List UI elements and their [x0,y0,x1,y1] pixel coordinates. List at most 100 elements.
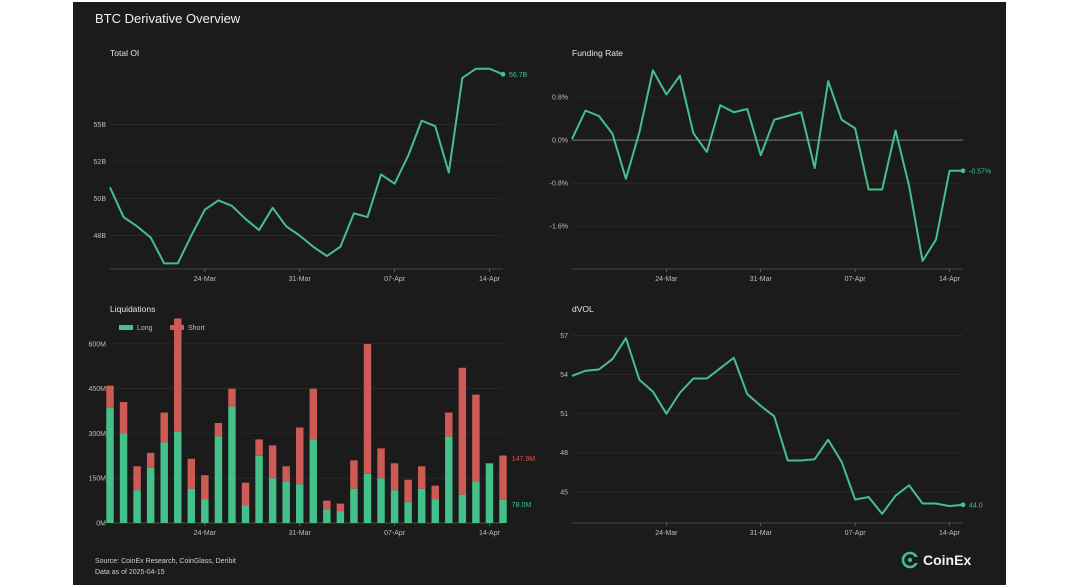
bar-long [309,439,318,523]
y-tick-label: 300M [88,431,106,438]
bar-short [282,466,290,482]
bar-long [499,499,507,523]
y-tick-label: 600M [88,341,106,348]
end-point [500,71,506,77]
bar-short [431,485,439,500]
charts-canvas: Total OI 48B 50B 52B 55B 24-Mar 31-Mar 07-Apr 14… [88,48,991,537]
coinex-logo-icon [901,551,919,569]
bar-short [133,466,141,491]
y-tick-label: 0.8% [552,95,568,102]
coinex-logo: CoinEx [901,551,971,569]
y-tick-label: 450M [88,386,106,393]
bar-short [214,422,223,437]
bar-long [160,442,168,523]
bar-long [377,478,385,523]
x-tick-label: 07-Apr [384,530,406,537]
legend-swatch-short [170,325,184,330]
bar-short [309,388,318,440]
bar-long [431,499,439,523]
bar-short [417,466,426,489]
bar-long [445,436,453,523]
chart-liquidations: Liquidations 0M 150M 300M 450M 600M 24-Mar 31-M… [88,304,535,537]
footer-date: Data as of 2025-04-15 [95,569,165,576]
y-tick-label: 54 [560,372,568,379]
end-value-label: 44.0 [969,502,983,509]
bar-short [499,455,507,500]
bar-long [241,505,250,523]
x-tick-label: 31-Mar [750,276,773,283]
bar-long [417,488,426,523]
bar-long [282,481,290,523]
x-tick-label: 14-Apr [939,530,961,537]
x-tick-label: 24-Mar [655,276,678,283]
bar-long [214,436,223,523]
bar-long [174,431,182,523]
bar-short [228,388,236,407]
x-tick-label: 07-Apr [384,276,406,283]
bar-short [323,500,331,510]
bar-short [404,479,412,503]
y-tick-label: 0.0% [552,138,568,145]
bar-long [187,488,196,523]
chart-title: Total OI [110,48,139,58]
bar-short [445,412,453,437]
bar-long [146,467,155,523]
chart-dvol: dVOL 45 48 51 54 57 24-Mar 31-Mar 07-Apr 14-Apr 44… [560,304,983,537]
bar-short [119,402,128,434]
bar-short [377,448,385,479]
x-tick-label: 07-Apr [845,276,867,283]
bar-long [390,490,399,523]
chart-title: dVOL [572,304,594,314]
bar-short [255,439,263,456]
x-tick-label: 31-Mar [289,276,312,283]
bar-long [119,433,128,523]
bar-long [363,473,372,523]
bar-short [336,503,345,512]
series-line [109,67,504,265]
x-tick-label: 24-Mar [194,530,217,537]
bar-short [201,475,209,500]
bar-long [268,478,277,523]
bar-long [404,502,412,523]
bar-long [458,494,467,523]
bar-short [187,458,196,489]
end-point [960,168,966,174]
bar-long [472,481,480,523]
bar-long [255,455,263,523]
end-value-label-short: 147.9M [512,456,536,463]
page-title: BTC Derivative Overview [95,11,241,26]
bar-short [241,482,250,506]
legend-swatch-long [119,325,133,330]
legend: Long Short [119,325,205,332]
coinex-logo-text: CoinEx [923,552,972,568]
y-tick-label: 50B [94,196,107,203]
bar-short [458,367,467,495]
x-tick-label: 31-Mar [750,530,773,537]
series-line [571,69,963,262]
bar-long [201,499,209,523]
bar-short [350,460,358,489]
chart-funding-rate: Funding Rate -1.6% -0.8% 0.0% 0.8% 24-Mar 31-M… [550,48,991,283]
bar-long [228,406,236,523]
y-tick-label: -1.6% [550,224,568,231]
bar-long [485,463,494,523]
x-tick-label: 07-Apr [845,530,867,537]
bar-short [146,452,155,468]
bar-short [295,427,304,485]
bar-short [390,463,399,491]
bar-short [174,318,182,432]
bar-short [268,445,277,479]
y-tick-label: 0M [96,521,106,528]
x-tick-label: 14-Apr [939,276,961,283]
footer-source: Source: CoinEx Research, CoinGlass, Deri… [95,558,236,565]
dashboard-frame: BTC Derivative Overview Total OI 48B 50B 52… [73,2,1006,585]
y-tick-label: -0.8% [550,181,568,188]
legend-label-short: Short [188,325,205,332]
y-tick-label: 48B [94,233,107,240]
chart-title: Funding Rate [572,48,623,58]
bar-long [336,511,345,523]
x-tick-label: 24-Mar [194,276,217,283]
chart-title: Liquidations [110,304,155,314]
bar-long [323,509,331,523]
bar-long [133,490,141,523]
